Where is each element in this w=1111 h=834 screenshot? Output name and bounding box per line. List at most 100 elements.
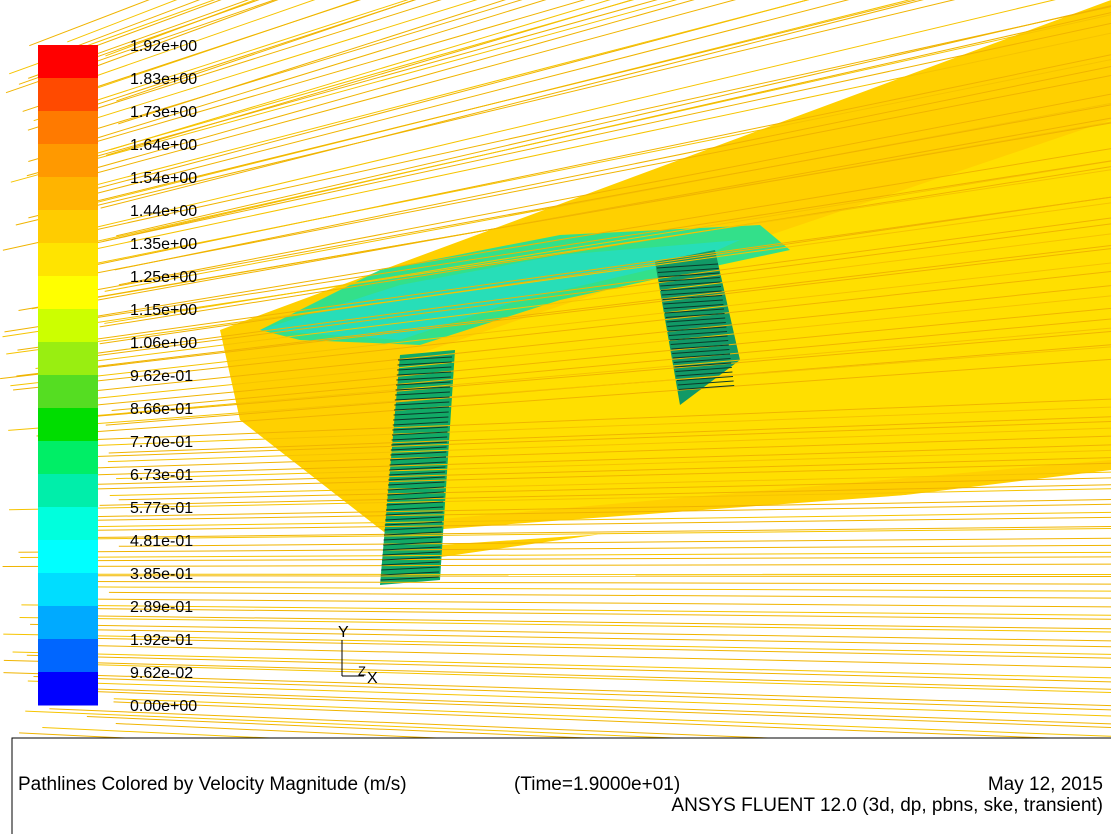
- hatch-line: [383, 536, 442, 541]
- hatch-line: [387, 491, 444, 496]
- hatch-line: [384, 526, 442, 531]
- pathline: [95, 117, 1111, 301]
- hatch-line: [383, 541, 441, 546]
- pathline: [3, 633, 1111, 655]
- pathline: [99, 484, 1111, 506]
- pathline: [17, 196, 1111, 351]
- pathline: [63, 556, 1111, 562]
- color-band: [38, 441, 98, 475]
- pathline: [77, 0, 810, 195]
- hatch-line: [394, 401, 450, 406]
- pathline: [50, 420, 1111, 459]
- colorbar-label: 7.70e-01: [130, 434, 193, 451]
- pathline: [50, 607, 1111, 620]
- pathline: [42, 22, 1111, 255]
- pathline: [41, 0, 523, 146]
- pathline: [88, 586, 1111, 592]
- hatch-line: [391, 431, 448, 436]
- pathline: [9, 488, 1111, 511]
- hatch-line: [397, 361, 452, 366]
- hatch-line: [385, 516, 443, 521]
- hatch-line: [385, 506, 444, 511]
- pathline: [60, 0, 201, 53]
- pathline: [28, 0, 250, 79]
- hatch-line: [676, 376, 734, 381]
- colorbar-label: 1.06e+00: [130, 335, 197, 352]
- pathline: [53, 516, 1111, 532]
- pathline: [108, 416, 1111, 454]
- colorbar-label: 1.35e+00: [130, 236, 197, 253]
- pathline: [66, 644, 1111, 668]
- hatch-line: [656, 263, 719, 269]
- colorbar-label: 1.15e+00: [130, 302, 197, 319]
- colorbar-label: 9.62e-02: [130, 665, 193, 682]
- colorbar-label: 6.73e-01: [130, 467, 193, 484]
- pathline: [26, 654, 1111, 683]
- color-band: [38, 408, 98, 442]
- pathline: [66, 498, 1111, 518]
- hatch-line: [664, 308, 725, 314]
- caption-box: [11, 737, 1111, 834]
- pathline: [5, 0, 276, 94]
- hatch-line: [672, 349, 730, 354]
- pathline: [88, 637, 1111, 659]
- pathline: [9, 0, 216, 75]
- color-band: [38, 639, 98, 673]
- pathline: [26, 0, 658, 177]
- pathline: [68, 615, 1111, 630]
- colorbar-label: 0.00e+00: [130, 698, 197, 715]
- pathline: [72, 398, 1111, 442]
- hatch-line: [390, 451, 447, 456]
- colorbar-label: 4.81e-01: [130, 533, 193, 550]
- colorbar-label: 5.77e-01: [130, 500, 193, 517]
- pathline: [48, 0, 635, 168]
- color-band: [38, 342, 98, 376]
- triad-label: Y: [338, 624, 349, 641]
- pathline: [19, 617, 1111, 633]
- pathline: [87, 664, 1111, 694]
- hatch-line: [395, 386, 451, 391]
- pathline: [28, 0, 918, 219]
- color-band: [38, 78, 98, 112]
- colorbar-label: 1.92e-01: [130, 632, 193, 649]
- hatch-line: [396, 376, 451, 381]
- hatch-line: [388, 476, 445, 481]
- pathline: [13, 270, 1111, 391]
- pathline: [30, 623, 1111, 642]
- pathline: [47, 598, 1111, 608]
- pathline: [22, 0, 362, 112]
- pathline: [100, 0, 924, 209]
- pathline: [4, 160, 1111, 333]
- pathline: [113, 701, 1111, 741]
- pathline: [44, 528, 1111, 540]
- hatch-line: [659, 277, 720, 282]
- hatch-line: [382, 551, 441, 556]
- color-band: [38, 573, 98, 607]
- pathline: [108, 591, 1111, 599]
- hatch-line: [393, 411, 449, 416]
- pathline: [52, 74, 1111, 283]
- pathline: [111, 318, 1111, 412]
- pathline: [116, 0, 416, 102]
- hatch-line: [669, 335, 728, 341]
- pathline: [21, 604, 1111, 616]
- hatch-line: [391, 436, 448, 441]
- pathline: [76, 14, 1111, 247]
- hatch-line: [396, 371, 452, 376]
- hatch-line: [392, 421, 449, 426]
- pathline: [20, 551, 1111, 559]
- hatch-line: [393, 406, 450, 411]
- color-band: [38, 243, 98, 277]
- pathline: [56, 104, 1111, 298]
- pathline: [42, 223, 1111, 364]
- caption-solver: ANSYS FLUENT 12.0 (3d, dp, pbns, ske, tr…: [671, 795, 1103, 816]
- colorbar-label: 8.66e-01: [130, 401, 193, 418]
- pathline: [46, 503, 1111, 522]
- hatch-line: [674, 362, 732, 368]
- hatch-line: [394, 396, 450, 401]
- pathline: [49, 285, 1111, 397]
- pathline: [2, 169, 1111, 338]
- pathline: [49, 457, 1111, 487]
- colorbar-label: 3.85e-01: [130, 566, 193, 583]
- caption-time: (Time=1.9000e+01): [514, 774, 680, 795]
